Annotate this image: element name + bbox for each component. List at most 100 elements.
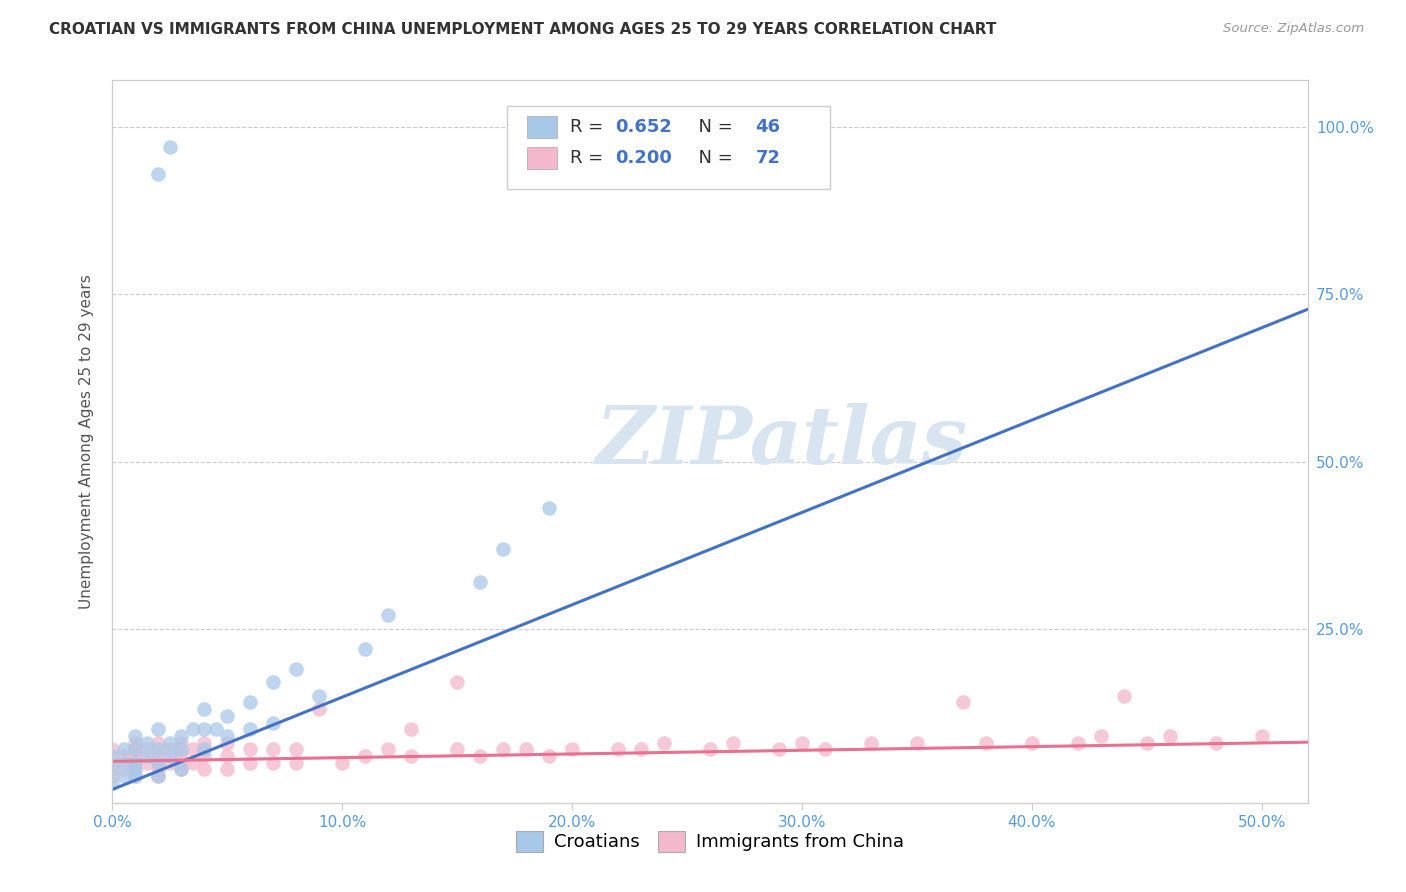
Text: CROATIAN VS IMMIGRANTS FROM CHINA UNEMPLOYMENT AMONG AGES 25 TO 29 YEARS CORRELA: CROATIAN VS IMMIGRANTS FROM CHINA UNEMPL… (49, 22, 997, 37)
Point (859, 735, 882, 749)
Point (101, 762, 124, 776)
Point (159, 742, 181, 756)
Point (148, 769, 170, 783)
Text: 46: 46 (755, 119, 780, 136)
Point (492, 742, 515, 756)
Point (721, 735, 744, 749)
Point (308, 689, 330, 703)
Point (101, 742, 124, 756)
Point (124, 742, 146, 756)
Point (170, 742, 193, 756)
Point (285, 662, 308, 676)
Point (159, 735, 181, 749)
Point (112, 742, 135, 756)
Point (148, 723, 170, 737)
Point (1205, 735, 1227, 749)
Point (262, 742, 284, 756)
Point (112, 762, 135, 776)
Point (159, 756, 181, 770)
Point (1159, 729, 1181, 743)
Point (401, 723, 423, 737)
FancyBboxPatch shape (508, 105, 830, 189)
Point (193, 723, 215, 737)
Point (262, 675, 284, 690)
Point (699, 742, 721, 756)
Point (630, 742, 652, 756)
Text: 72: 72 (755, 149, 780, 168)
Point (1136, 735, 1159, 749)
Point (814, 742, 837, 756)
Point (1090, 729, 1112, 743)
Text: N =: N = (688, 149, 738, 168)
Point (193, 702, 215, 716)
Point (101, 769, 124, 783)
Point (446, 675, 468, 690)
Point (1067, 735, 1090, 749)
Point (1112, 689, 1135, 703)
FancyBboxPatch shape (527, 147, 557, 169)
Point (124, 769, 146, 783)
Point (470, 749, 492, 764)
Point (148, 762, 170, 776)
Point (159, 749, 181, 764)
Point (112, 749, 135, 764)
Point (136, 735, 159, 749)
Point (101, 776, 124, 790)
Point (193, 762, 215, 776)
Point (446, 742, 468, 756)
Point (124, 756, 146, 770)
Point (354, 642, 377, 657)
Point (124, 769, 146, 783)
Point (148, 167, 170, 181)
Point (112, 756, 135, 770)
Point (148, 735, 170, 749)
Point (170, 729, 193, 743)
Point (136, 749, 159, 764)
Point (159, 140, 181, 154)
Point (193, 735, 215, 749)
Point (652, 735, 675, 749)
Point (790, 735, 813, 749)
Point (124, 742, 146, 756)
Point (181, 723, 204, 737)
Point (124, 762, 146, 776)
Point (124, 762, 146, 776)
Point (561, 742, 583, 756)
Point (148, 756, 170, 770)
Point (124, 735, 146, 749)
Point (217, 762, 239, 776)
Point (1250, 729, 1272, 743)
Point (470, 575, 492, 590)
Point (401, 749, 423, 764)
Point (377, 608, 399, 623)
Point (124, 729, 146, 743)
Point (1021, 735, 1043, 749)
Point (181, 742, 204, 756)
Text: ZIPatlas: ZIPatlas (596, 403, 967, 480)
Point (101, 749, 124, 764)
Point (148, 742, 170, 756)
Text: N =: N = (688, 119, 738, 136)
Point (239, 742, 262, 756)
Point (217, 708, 239, 723)
Point (905, 735, 928, 749)
Point (205, 723, 228, 737)
Point (377, 742, 399, 756)
Point (217, 735, 239, 749)
Point (101, 756, 124, 770)
Point (492, 541, 515, 556)
Point (124, 756, 146, 770)
Point (170, 756, 193, 770)
Point (124, 749, 146, 764)
Point (170, 762, 193, 776)
Point (148, 756, 170, 770)
Point (170, 735, 193, 749)
FancyBboxPatch shape (527, 117, 557, 138)
Point (136, 756, 159, 770)
Point (354, 749, 377, 764)
Point (239, 723, 262, 737)
Point (538, 749, 561, 764)
Point (112, 769, 135, 783)
Y-axis label: Unemployment Among Ages 25 to 29 years: Unemployment Among Ages 25 to 29 years (79, 274, 94, 609)
Point (330, 756, 353, 770)
